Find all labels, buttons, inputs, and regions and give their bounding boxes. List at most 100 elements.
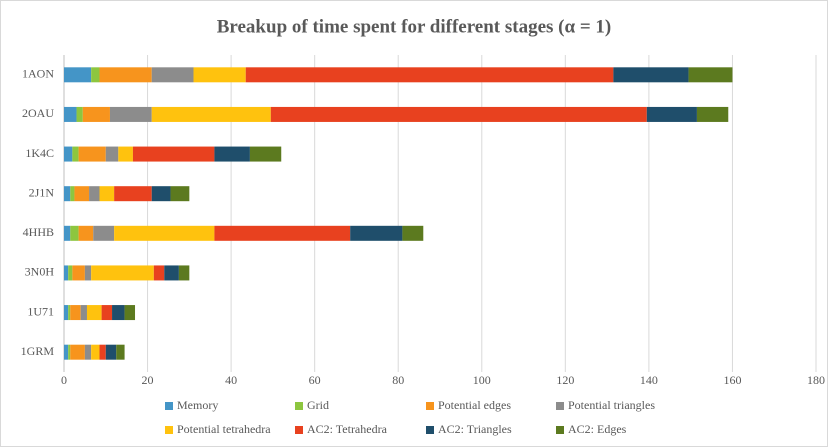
bar-segment [151,186,171,202]
x-tick-label: 120 [556,373,574,387]
bar-segment [109,106,152,122]
legend-swatch [165,402,173,410]
bar-segment [99,186,115,202]
x-tick-label: 160 [723,373,741,387]
legend-label: Memory [177,398,218,412]
bar-segment [64,344,69,360]
bar-segment [105,146,119,162]
bar-segment [646,106,697,122]
bar-segment [101,305,113,321]
y-tick-label: 3N0H [25,265,55,279]
bar-segment [64,305,69,321]
bar-segment [132,146,215,162]
legend-swatch [426,426,434,434]
bar-segment [696,106,729,122]
bar-segment [82,106,110,122]
bar-segment [105,344,117,360]
bar-segment [613,67,689,83]
bar-segment [64,265,69,281]
bar-segment [153,265,165,281]
legend-swatch [426,402,434,410]
bar-segment [91,265,154,281]
bar-segment [64,67,92,83]
bar-segment [72,265,85,281]
bar-segment [70,344,85,360]
bar-segment [68,305,71,321]
bar-segment [70,305,81,321]
bar-segment [68,265,73,281]
bar-segment [86,305,102,321]
x-tick-label: 100 [473,373,491,387]
bar-segment [151,106,271,122]
legend-swatch [295,402,303,410]
legend-swatch [165,426,173,434]
bar-segment [64,106,77,122]
bar-segment [89,186,100,202]
bar-segment [214,146,250,162]
bar-segment [84,344,92,360]
legend-label: Grid [307,398,329,412]
bar-segment [74,186,90,202]
bar-segment [402,225,424,241]
bar-segment [350,225,403,241]
x-tick-label: 180 [807,373,825,387]
bar-segment [70,186,75,202]
legend-label: AC2: Triangles [438,422,512,436]
y-tick-label: 2J1N [29,185,55,199]
bar-segment [116,344,125,360]
y-tick-label: 2OAU [22,106,54,120]
bar-segment [80,305,87,321]
bar-segment [72,146,79,162]
x-tick-label: 0 [61,373,67,387]
bar-segment [76,106,83,122]
bar-segment [64,186,71,202]
y-tick-label: 1GRM [21,344,55,358]
x-tick-label: 40 [225,373,237,387]
y-tick-label: 1K4C [25,146,54,160]
bar-segment [214,225,351,241]
bar-segment [64,225,71,241]
bar-segment [170,186,190,202]
bar-segment [249,146,282,162]
bar-segment [93,225,115,241]
bar-segment [78,146,106,162]
y-tick-label: 1AON [22,67,54,81]
x-tick-label: 20 [142,373,154,387]
x-tick-label: 140 [640,373,658,387]
legend-swatch [295,426,303,434]
bar-segment [193,67,246,83]
legend-label: Potential edges [438,398,511,412]
bar-segment [91,344,100,360]
bar-segment [112,305,125,321]
legend-swatch [556,402,564,410]
bar-segment [178,265,190,281]
legend-label: Potential tetrahedra [177,422,271,436]
chart-title: Breakup of time spent for different stag… [217,16,612,37]
bar-segment [78,225,94,241]
bar-segment [64,146,73,162]
bar-segment [118,146,133,162]
bar-segment [688,67,733,83]
bar-segment [245,67,614,83]
bar-segment [84,265,92,281]
bar-segment [164,265,179,281]
bar-segment [68,344,71,360]
x-tick-label: 60 [309,373,321,387]
legend-label: AC2: Tetrahedra [307,422,388,436]
bar-segment [99,344,106,360]
legend-label: Potential triangles [568,398,655,412]
bar-segment [124,305,136,321]
bar-segment [114,186,152,202]
bar-segment [99,67,152,83]
bar-segment [91,67,100,83]
y-tick-label: 4HHB [23,225,54,239]
bar-segment [70,225,79,241]
legend-swatch [556,426,564,434]
y-tick-label: 1U71 [27,304,54,318]
x-tick-label: 80 [392,373,404,387]
legend-label: AC2: Edges [568,422,627,436]
bar-segment [270,106,647,122]
bar-segment [114,225,215,241]
bar-segment [151,67,194,83]
